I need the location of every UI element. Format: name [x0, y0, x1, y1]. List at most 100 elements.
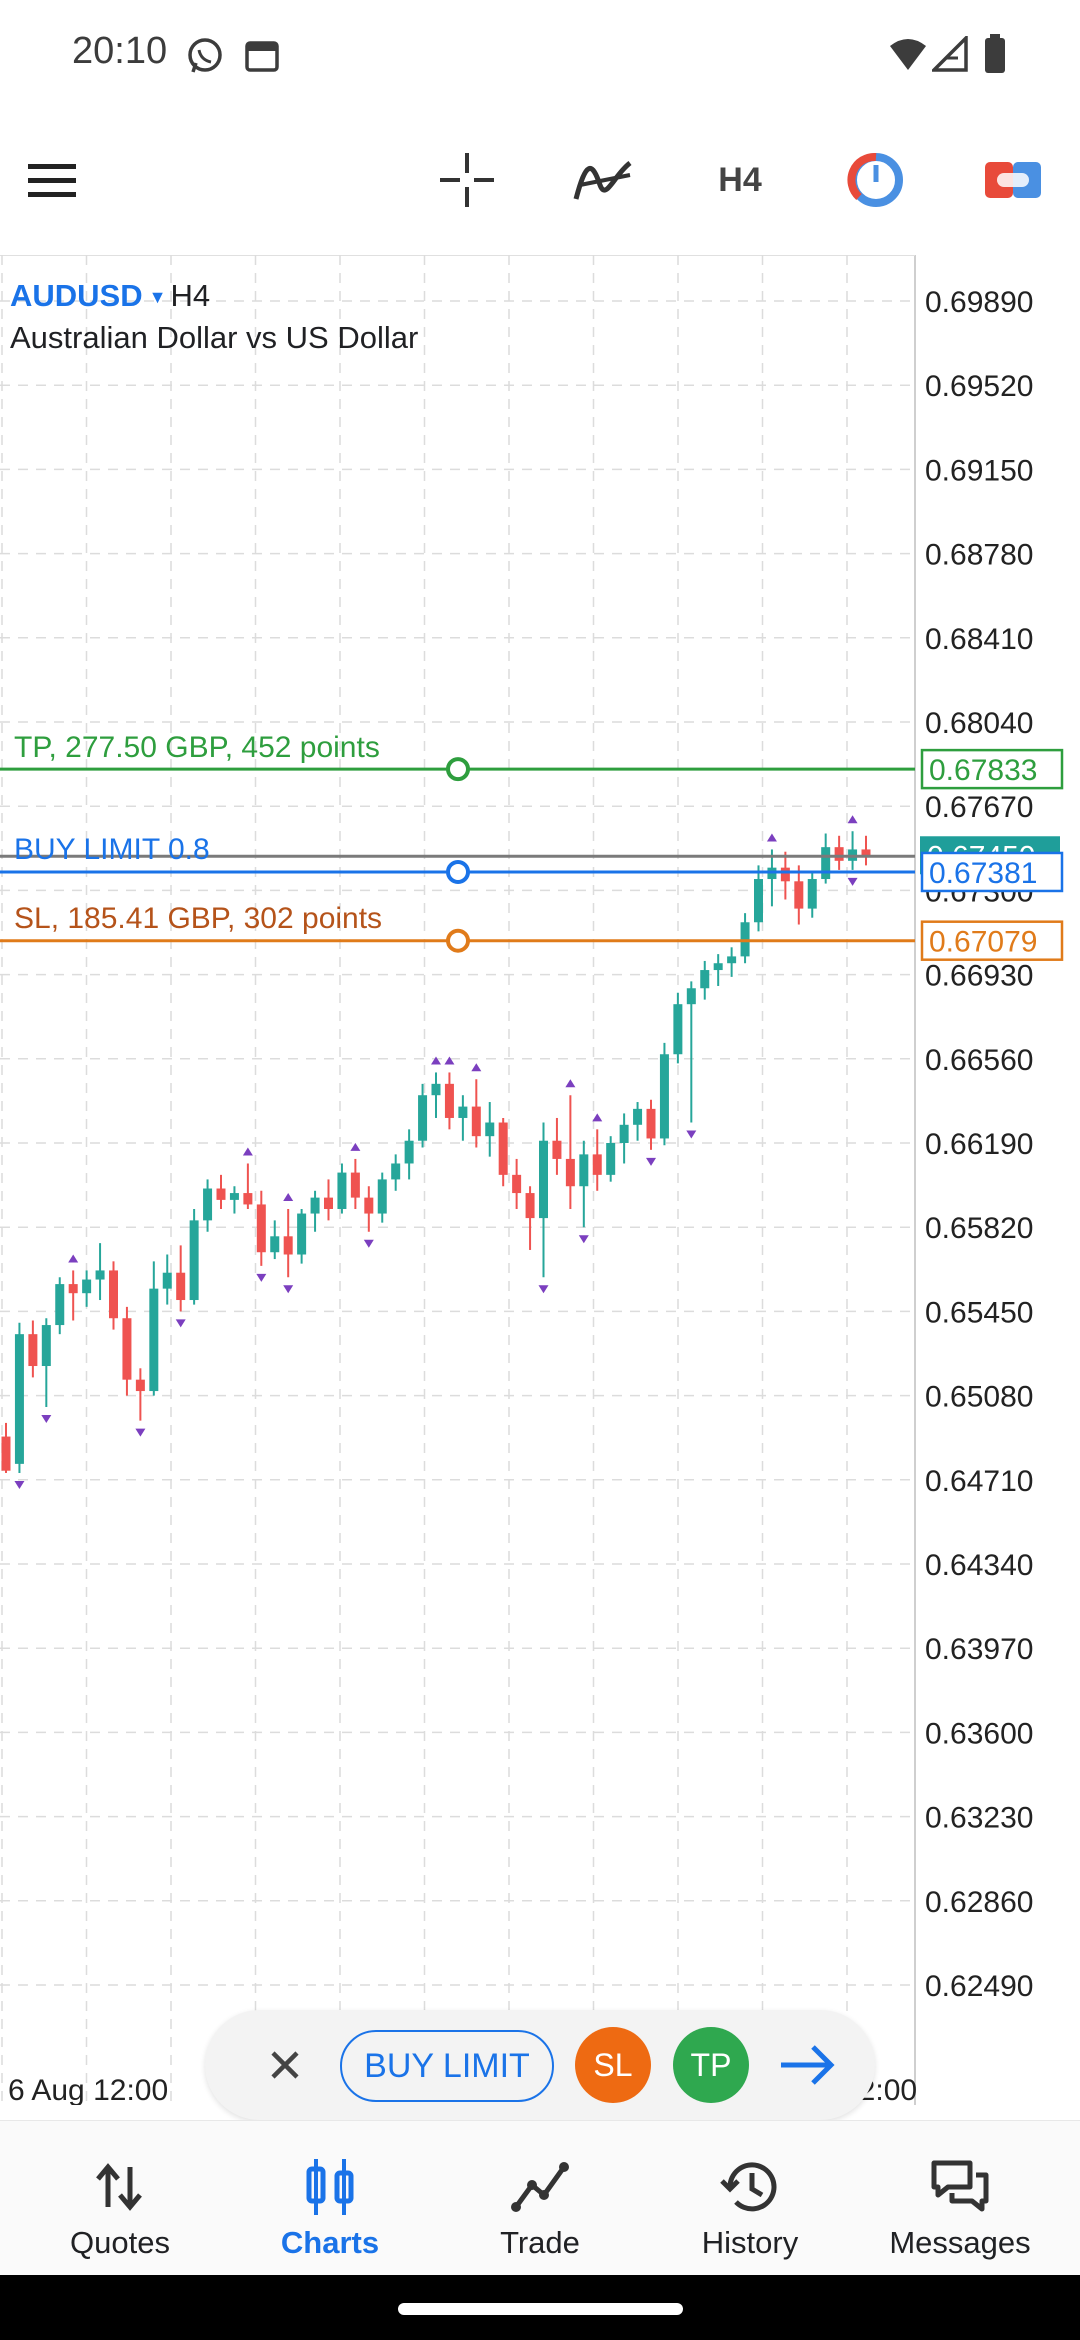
- trade-icon: [511, 2162, 569, 2212]
- charts-icon: [306, 2159, 354, 2215]
- fractal-down-marker: [175, 1319, 186, 1328]
- crosshair-icon: [440, 153, 494, 207]
- tp-drag-handle[interactable]: [446, 757, 470, 782]
- fractal-up-marker: [471, 1063, 482, 1072]
- close-icon[interactable]: [255, 2035, 315, 2095]
- toolbar: H4: [0, 130, 1080, 230]
- candle-body: [807, 879, 817, 909]
- arrow-right-icon[interactable]: [777, 2037, 837, 2093]
- one-click-trade-button[interactable]: [975, 130, 1051, 230]
- candle-body: [176, 1272, 186, 1301]
- tp-price-tag: [920, 748, 1064, 790]
- candle-body: [149, 1288, 159, 1392]
- calendar-icon: [245, 41, 279, 72]
- nav-trade-label: Trade: [500, 2225, 580, 2260]
- tp-line-label: TP, 277.50 GBP, 452 points: [14, 731, 380, 764]
- messages-icon: [931, 2160, 989, 2212]
- buy-limit-button[interactable]: BUY LIMIT: [340, 2030, 554, 2102]
- candle-body: [821, 847, 831, 880]
- timeframe-button[interactable]: H4: [718, 160, 762, 199]
- candle-body: [552, 1140, 562, 1159]
- candle-body: [606, 1143, 616, 1175]
- system-navigation-bar: [0, 2275, 1080, 2340]
- candle-body: [539, 1140, 548, 1219]
- fractal-down-marker: [135, 1428, 146, 1437]
- candle-body: [498, 1122, 508, 1175]
- order-edit-bar: BUY LIMIT SL TP: [205, 2010, 875, 2120]
- candle-body: [565, 1158, 575, 1187]
- price-tick-label: 0.66930: [925, 960, 1033, 993]
- candle-body: [337, 1172, 347, 1209]
- price-tick-label: 0.66190: [925, 1128, 1033, 1161]
- candle-body: [82, 1279, 92, 1294]
- nav-messages-label: Messages: [889, 2225, 1031, 2260]
- nav-history[interactable]: History: [645, 2121, 855, 2276]
- wifi-icon: [890, 39, 926, 70]
- menu-button[interactable]: [20, 130, 86, 230]
- chart-type-button[interactable]: [838, 130, 914, 230]
- symbol-name[interactable]: AUDUSD: [10, 278, 143, 313]
- tp-button[interactable]: TP: [673, 2027, 749, 2103]
- price-tick-label: 0.65080: [925, 1381, 1033, 1414]
- candle-body: [189, 1220, 199, 1301]
- fractal-down-marker: [256, 1273, 267, 1282]
- candle-body: [861, 849, 871, 857]
- candle-body: [754, 879, 763, 923]
- fractal-up-marker: [592, 1113, 603, 1122]
- home-gesture-handle[interactable]: [398, 2303, 683, 2315]
- candle-body: [162, 1272, 172, 1289]
- sl-button[interactable]: SL: [575, 2027, 651, 2103]
- sl-price-label: 0.67079: [929, 926, 1037, 959]
- buy-limit-price-tag: [920, 851, 1064, 893]
- nav-quotes-label: Quotes: [70, 2225, 170, 2260]
- signal-icon: [932, 36, 968, 72]
- price-tick-label: 0.68410: [925, 623, 1033, 656]
- price-chart[interactable]: 0.69890 0.69520 0.69150 0.68780 0.68410 0.680…: [0, 255, 1080, 2105]
- buy-limit-price-label: 0.67381: [929, 857, 1037, 890]
- indicators-button[interactable]: [565, 130, 641, 230]
- candle-body: [619, 1124, 629, 1143]
- candle-body: [14, 1334, 24, 1464]
- menu-icon: [28, 164, 76, 197]
- candle-body: [28, 1334, 38, 1367]
- candle-body: [686, 988, 696, 1005]
- candle-body: [700, 970, 710, 989]
- candle-body: [1, 1436, 11, 1471]
- price-tick-label: 0.63970: [925, 1633, 1033, 1666]
- candle-body: [633, 1108, 643, 1125]
- symbol-description: Australian Dollar vs US Dollar: [10, 320, 419, 355]
- candle-body: [283, 1236, 293, 1255]
- fractal-up-marker: [350, 1142, 361, 1151]
- fractal-up-marker: [444, 1056, 455, 1065]
- price-tick-label: 0.64340: [925, 1549, 1033, 1582]
- nav-quotes[interactable]: Quotes: [15, 2121, 225, 2276]
- price-tick-label: 0.63230: [925, 1802, 1033, 1835]
- nav-trade[interactable]: Trade: [435, 2121, 645, 2276]
- price-tick-label: 0.64710: [925, 1465, 1033, 1498]
- candle-body: [377, 1179, 387, 1214]
- price-tick-label: 0.69150: [925, 454, 1033, 487]
- candle-body: [834, 847, 844, 861]
- one-click-trade-icon: [985, 162, 1041, 198]
- buy-limit-drag-handle[interactable]: [446, 859, 470, 884]
- whatsapp-icon: [188, 38, 222, 73]
- symbol-timeframe: H4: [170, 278, 211, 313]
- nav-messages[interactable]: Messages: [855, 2121, 1065, 2276]
- candle-body: [780, 867, 790, 882]
- candle-body: [216, 1188, 226, 1200]
- candle-body: [41, 1325, 51, 1367]
- time-tick-label: 6 Aug 12:00: [8, 2074, 168, 2105]
- sl-price-tag: [920, 920, 1064, 961]
- candle-body: [135, 1379, 145, 1392]
- nav-charts[interactable]: Charts: [225, 2121, 435, 2276]
- fractal-up-marker: [283, 1192, 294, 1201]
- fractal-up-marker: [431, 1056, 441, 1065]
- symbol-header[interactable]: AUDUSD ▼ H4: [10, 278, 210, 314]
- price-tick-label: 0.62490: [925, 1970, 1033, 2003]
- sl-drag-handle[interactable]: [446, 928, 470, 953]
- chart-area[interactable]: 0.69890 0.69520 0.69150 0.68780 0.68410 0.680…: [0, 255, 1080, 2105]
- fractal-up-marker: [565, 1079, 576, 1088]
- crosshair-button[interactable]: [430, 130, 504, 230]
- symbol-dropdown-icon[interactable]: ▼: [148, 287, 167, 308]
- candle-body: [592, 1154, 602, 1175]
